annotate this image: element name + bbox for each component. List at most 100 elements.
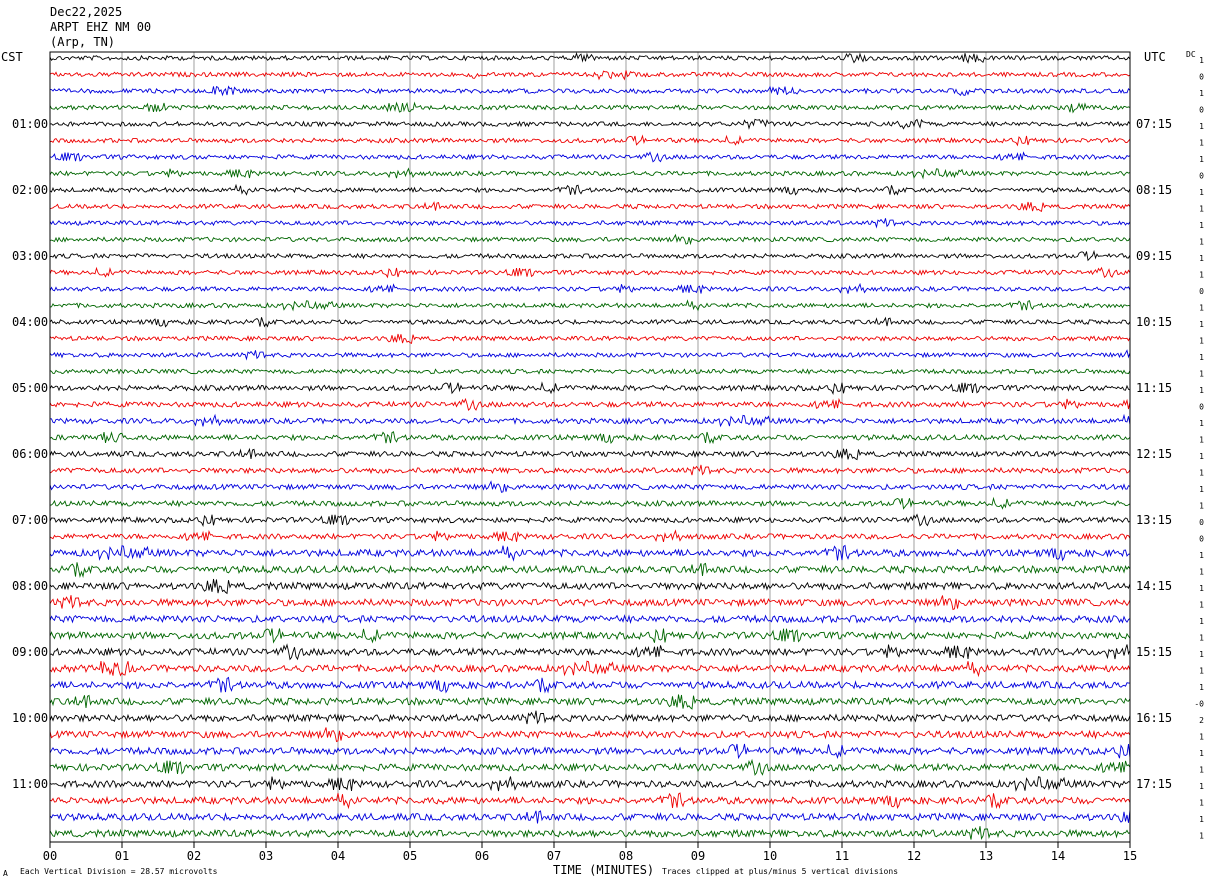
dc-offset-value: 1 xyxy=(1199,452,1204,461)
right-hour-label: 16:15 xyxy=(1136,711,1172,725)
dc-offset-value: 0 xyxy=(1199,172,1204,181)
dc-offset-value: 1 xyxy=(1199,667,1204,676)
dc-offset-value: 1 xyxy=(1199,799,1204,808)
trace-line xyxy=(49,529,1131,543)
x-tick-label: 04 xyxy=(331,849,345,863)
trace-line xyxy=(49,710,1131,725)
dc-offset-value: 1 xyxy=(1199,89,1204,98)
dc-offset-value: 1 xyxy=(1199,584,1204,593)
dc-offset-value: 2 xyxy=(1199,716,1204,725)
trace-line xyxy=(49,218,1131,229)
dc-offset-value: 1 xyxy=(1199,254,1204,263)
left-hour-label: 02:00 xyxy=(12,183,48,197)
dc-offset-value: 1 xyxy=(1199,419,1204,428)
right-hour-label: 12:15 xyxy=(1136,447,1172,461)
dc-offset-values: 1 0 1 0 1 1 1 0 1 1 1 1 1 1 0 1 1 1 1 1 1 0 1 1 1 1 1 1 0 0 1 1 1 1 1 1 1 1 1 -… xyxy=(1194,56,1204,841)
left-hour-label: 06:00 xyxy=(12,447,48,461)
left-hour-label: 01:00 xyxy=(12,117,48,131)
trace-line xyxy=(49,134,1131,147)
trace-line xyxy=(49,792,1131,810)
dc-offset-value: 1 xyxy=(1199,238,1204,247)
trace-line xyxy=(49,595,1131,611)
trace-line xyxy=(49,233,1131,246)
dc-offset-value: 0 xyxy=(1199,106,1204,115)
x-tick-label: 07 xyxy=(547,849,561,863)
right-hour-label: 08:15 xyxy=(1136,183,1172,197)
trace-line xyxy=(49,464,1131,476)
dc-offset-value: 1 xyxy=(1199,733,1204,742)
left-hour-label: 08:00 xyxy=(12,579,48,593)
dc-offset-value: 1 xyxy=(1199,568,1204,577)
trace-line xyxy=(49,643,1131,661)
x-tick-label: 14 xyxy=(1051,849,1065,863)
dc-offset-value: 1 xyxy=(1199,370,1204,379)
trace-line xyxy=(49,727,1131,743)
trace-line xyxy=(49,299,1131,312)
left-hour-label: 03:00 xyxy=(12,249,48,263)
dc-offset-value: 1 xyxy=(1199,188,1204,197)
dc-offset-value: 1 xyxy=(1199,832,1204,841)
x-tick-label: 06 xyxy=(475,849,489,863)
trace-line xyxy=(49,614,1131,625)
x-axis-title: TIME (MINUTES) xyxy=(553,863,654,877)
trace-line xyxy=(49,201,1131,212)
x-tick-label: 03 xyxy=(259,849,273,863)
right-hour-label: 07:15 xyxy=(1136,117,1172,131)
dc-offset-value: 1 xyxy=(1199,650,1204,659)
dc-offset-value: 1 xyxy=(1199,485,1204,494)
left-hour-label: 04:00 xyxy=(12,315,48,329)
trace-line xyxy=(49,151,1131,163)
scale-note: Each Vertical Division = 28.57 microvolt… xyxy=(20,867,218,876)
dc-offset-value: 0 xyxy=(1199,403,1204,412)
trace-line xyxy=(49,52,1131,64)
trace-line xyxy=(49,676,1131,694)
left-hour-label: 10:00 xyxy=(12,711,48,725)
dc-offset-value: 1 xyxy=(1199,337,1204,346)
x-tick-label: 12 xyxy=(907,849,921,863)
trace-line xyxy=(49,809,1131,824)
dc-offset-value: 1 xyxy=(1199,815,1204,824)
trace-line xyxy=(49,578,1131,595)
trace-line xyxy=(49,544,1131,562)
x-tick-label: 11 xyxy=(835,849,849,863)
dc-offset-value: 0 xyxy=(1199,287,1204,296)
location-label: (Arp, TN) xyxy=(50,35,115,49)
left-time-labels: 01:00 02:00 03:00 04:00 05:00 06:00 07:00 08:00… xyxy=(12,117,48,791)
trace-line xyxy=(49,496,1131,510)
dc-offset-value: 1 xyxy=(1199,139,1204,148)
trace-line xyxy=(49,513,1131,527)
dc-offset-value: 1 xyxy=(1199,782,1204,791)
x-tick-label: 13 xyxy=(979,849,993,863)
dc-offset-value: 1 xyxy=(1199,155,1204,164)
trace-line xyxy=(49,316,1131,328)
dc-offset-value: -0 xyxy=(1194,700,1204,709)
dc-offset-value: 1 xyxy=(1199,56,1204,65)
dc-offset-value: 0 xyxy=(1199,535,1204,544)
dc-offset-value: 1 xyxy=(1199,634,1204,643)
trace-line xyxy=(49,101,1131,114)
dc-offset-value: 1 xyxy=(1199,502,1204,511)
minute-grid xyxy=(121,52,1059,842)
x-tick-label: 02 xyxy=(187,849,201,863)
dc-offset-value: 1 xyxy=(1199,386,1204,395)
dc-offset-value: 1 xyxy=(1199,436,1204,445)
date-label: Dec22,2025 xyxy=(50,5,122,19)
trace-line xyxy=(49,562,1131,579)
trace-line xyxy=(49,333,1131,344)
dc-offset-value: 0 xyxy=(1199,73,1204,82)
dc-offset-value: 1 xyxy=(1199,304,1204,313)
x-tick-label: 10 xyxy=(763,849,777,863)
seismic-traces xyxy=(49,52,1131,840)
dc-offset-value: 1 xyxy=(1199,353,1204,362)
right-hour-label: 10:15 xyxy=(1136,315,1172,329)
left-hour-label: 07:00 xyxy=(12,513,48,527)
dc-offset-value: 1 xyxy=(1199,469,1204,478)
trace-line xyxy=(49,368,1131,375)
left-hour-label: 05:00 xyxy=(12,381,48,395)
right-hour-label: 15:15 xyxy=(1136,645,1172,659)
left-hour-label: 09:00 xyxy=(12,645,48,659)
x-tick-label: 08 xyxy=(619,849,633,863)
dc-header-label: DC xyxy=(1186,50,1196,59)
trace-line xyxy=(49,397,1131,411)
